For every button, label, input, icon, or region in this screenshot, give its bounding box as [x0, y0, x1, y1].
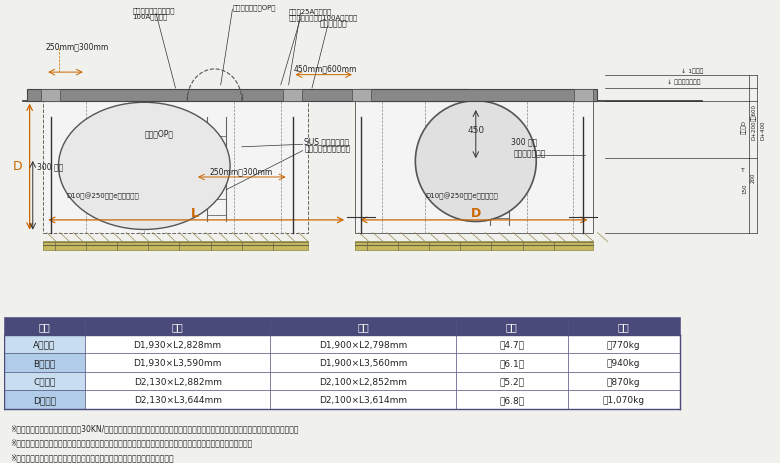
- Text: Dタイプ: Dタイプ: [33, 395, 56, 404]
- Text: 450mm～600mm: 450mm～600mm: [293, 64, 356, 73]
- Bar: [85, 354, 271, 372]
- Text: ※棚、はしご、ハッチはオプションです。お客様のお好きなプランでお楽しみ下さい。（別途お客様造作工事です）: ※棚、はしご、ハッチはオプションです。お客様のお好きなプランでお楽しみ下さい。（…: [10, 438, 252, 447]
- Text: 型式: 型式: [38, 321, 51, 331]
- Bar: [568, 317, 679, 335]
- Bar: [271, 335, 456, 354]
- Text: 250mm～300mm: 250mm～300mm: [209, 167, 272, 176]
- Text: 300 以上: 300 以上: [511, 138, 537, 146]
- Bar: [85, 390, 271, 409]
- Text: 床高600: 床高600: [751, 104, 757, 121]
- Bar: [85, 335, 271, 354]
- Text: 約940kg: 約940kg: [607, 358, 640, 367]
- Text: D2,100×L3,614mm: D2,100×L3,614mm: [319, 395, 407, 404]
- Bar: [456, 390, 568, 409]
- Text: D1,900×L3,560mm: D1,900×L3,560mm: [319, 358, 407, 367]
- Text: D2,100×L2,852mm: D2,100×L2,852mm: [319, 377, 407, 386]
- Bar: [456, 372, 568, 390]
- Bar: [355, 101, 593, 233]
- Text: 150: 150: [743, 183, 747, 194]
- Text: 基礎鉄筋コンクリート: 基礎鉄筋コンクリート: [304, 144, 350, 153]
- Text: 内寸: 内寸: [357, 321, 369, 331]
- Text: D+200: D+200: [751, 120, 756, 140]
- Bar: [568, 390, 679, 409]
- Bar: [568, 335, 679, 354]
- Text: SUS タンクバンド: SUS タンクバンド: [304, 138, 349, 146]
- Text: アンカーボルト: アンカーボルト: [513, 149, 546, 158]
- Text: D10・@250（いe・ヨコ共）: D10・@250（いe・ヨコ共）: [425, 193, 498, 200]
- Text: D: D: [470, 206, 481, 219]
- Text: D1,930×L3,590mm: D1,930×L3,590mm: [133, 358, 222, 367]
- Text: 出入口ハッチ（OP）: 出入口ハッチ（OP）: [232, 5, 276, 11]
- Bar: [271, 317, 456, 335]
- Text: 約6.1㎡: 約6.1㎡: [499, 358, 524, 367]
- Text: D+400: D+400: [760, 120, 765, 140]
- Bar: [4, 317, 85, 335]
- Bar: [352, 89, 370, 101]
- Bar: [4, 354, 85, 372]
- Bar: [43, 242, 308, 250]
- Bar: [27, 89, 468, 101]
- Polygon shape: [43, 242, 308, 250]
- Text: 250mm～300mm: 250mm～300mm: [45, 42, 108, 51]
- Text: 外寸: 外寸: [172, 321, 183, 331]
- Text: D2,130×L3,644mm: D2,130×L3,644mm: [133, 395, 222, 404]
- Bar: [574, 89, 593, 101]
- Text: 約1,070kg: 約1,070kg: [602, 395, 644, 404]
- Bar: [271, 390, 456, 409]
- Text: 300 以上: 300 以上: [37, 162, 64, 171]
- Ellipse shape: [58, 103, 230, 230]
- Text: 約4.7㎡: 約4.7㎡: [499, 340, 524, 349]
- Bar: [359, 89, 597, 101]
- Bar: [41, 89, 60, 101]
- Bar: [4, 390, 85, 409]
- Text: Cタイプ: Cタイプ: [34, 377, 55, 386]
- Ellipse shape: [415, 101, 537, 222]
- Text: 100Aソケット: 100Aソケット: [133, 13, 168, 20]
- Bar: [568, 354, 679, 372]
- Bar: [355, 242, 593, 250]
- Text: ※仕様規格、寸法は予告なく変更になることもありますのでご了承ください。: ※仕様規格、寸法は予告なく変更になることもありますのでご了承ください。: [10, 452, 174, 461]
- Bar: [456, 335, 568, 354]
- Text: L: L: [191, 206, 199, 219]
- Bar: [43, 101, 308, 233]
- Text: T: T: [741, 167, 744, 172]
- Text: D10・@250（いe・ヨコ共）: D10・@250（いe・ヨコ共）: [66, 193, 139, 200]
- Text: 広さ: 広さ: [505, 321, 517, 331]
- Polygon shape: [355, 242, 593, 250]
- Bar: [271, 372, 456, 390]
- Text: 梯子（OP）: 梯子（OP）: [144, 129, 173, 138]
- Text: D1,930×L2,828mm: D1,930×L2,828mm: [133, 340, 222, 349]
- Text: D2,130×L2,882mm: D2,130×L2,882mm: [133, 377, 222, 386]
- Bar: [85, 317, 271, 335]
- Bar: [283, 89, 302, 101]
- Bar: [271, 354, 456, 372]
- Bar: [456, 354, 568, 372]
- Text: 約870kg: 約870kg: [607, 377, 640, 386]
- Bar: [4, 372, 85, 390]
- Text: ↓ 住宅床下盛土高: ↓ 住宅床下盛土高: [667, 79, 700, 84]
- Text: 建物室内床面: 建物室内床面: [320, 19, 348, 28]
- Text: Bタイプ: Bタイプ: [34, 358, 55, 367]
- Text: 電管用25Aソケット: 電管用25Aソケット: [289, 8, 332, 15]
- Text: 構造底D: 構造底D: [741, 120, 746, 134]
- Text: D1,900×L2,798mm: D1,900×L2,798mm: [319, 340, 407, 349]
- Text: 450: 450: [467, 126, 484, 135]
- Text: ※基礎寸法及び、配筋は、地耐力30KN/㎡以上の場合の参考寸法です。設置場所や土質により変化しますので、十分ご検証ください。: ※基礎寸法及び、配筋は、地耐力30KN/㎡以上の場合の参考寸法です。設置場所や土…: [10, 423, 299, 432]
- Text: 200: 200: [751, 172, 756, 183]
- Text: D: D: [12, 160, 22, 173]
- Bar: [456, 317, 568, 335]
- Bar: [4, 335, 85, 354]
- Bar: [85, 372, 271, 390]
- Text: Aタイプ: Aタイプ: [34, 340, 55, 349]
- Text: 約5.2㎡: 約5.2㎡: [499, 377, 524, 386]
- Text: 排気用パイプファン用: 排気用パイプファン用: [133, 8, 175, 14]
- Text: 約6.8㎡: 約6.8㎡: [499, 395, 524, 404]
- Text: 自重: 自重: [618, 321, 629, 331]
- Text: ↓ 1階床高: ↓ 1階床高: [681, 69, 704, 74]
- Bar: [568, 372, 679, 390]
- Text: 約770kg: 約770kg: [607, 340, 640, 349]
- Text: 自然吸気ガラリ用100Aソケット: 自然吸気ガラリ用100Aソケット: [289, 14, 358, 21]
